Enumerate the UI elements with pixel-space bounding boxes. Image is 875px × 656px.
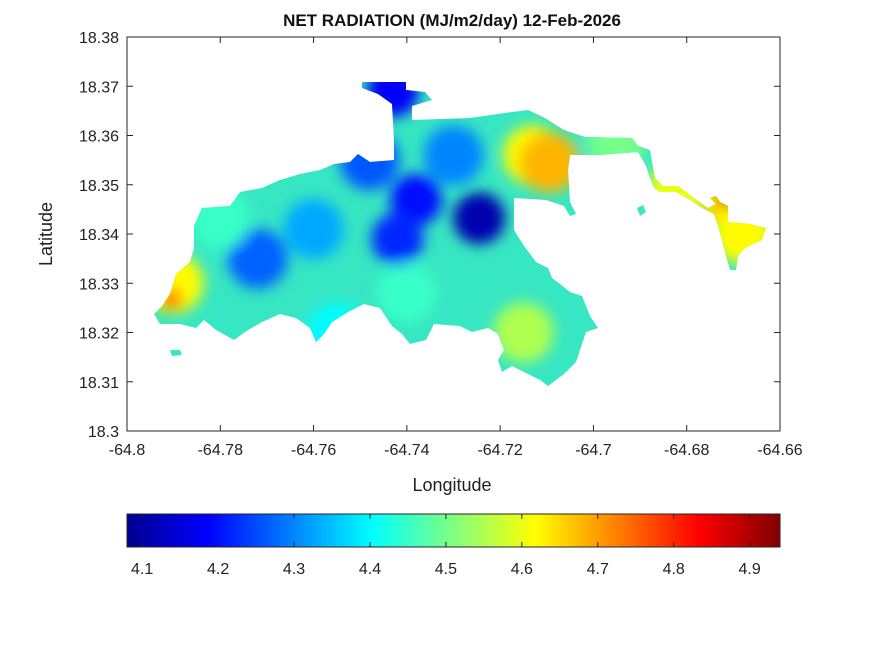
colorbar-tick-label: 4.4 (359, 561, 381, 578)
colorbar: 4.1 4.2 4.3 4.4 4.5 4.6 4.7 4.8 4.9 (126, 513, 781, 578)
x-tick-label: -64.66 (757, 442, 802, 459)
x-axis-ticks: -64.8 -64.78 -64.76 -64.74 -64.72 -64.7 -64.68… (109, 37, 803, 459)
y-tick-label: 18.36 (79, 129, 119, 146)
field-sample-7 (283, 199, 344, 260)
x-tick-label: -64.8 (109, 442, 146, 459)
x-axis-label: Longitude (412, 475, 491, 495)
field-blobs (154, 82, 766, 363)
y-tick-label: 18.33 (79, 276, 119, 293)
field-sample-3 (371, 212, 424, 265)
x-tick-label: -64.68 (664, 442, 709, 459)
x-tick-label: -64.76 (291, 442, 336, 459)
x-tick-label: -64.72 (477, 442, 522, 459)
colorbar-tick-label: 4.3 (283, 561, 305, 578)
x-tick-label: -64.74 (384, 442, 429, 459)
y-axis-ticks: 18.3818.3718.3618.3518.3418.3318.3218.31… (79, 30, 780, 441)
field-sample-15 (493, 302, 554, 363)
y-tick-label: 18.34 (79, 227, 119, 244)
y-tick-label: 18.38 (79, 30, 119, 47)
field-sample-6 (423, 125, 484, 186)
field-sample-2 (390, 173, 443, 226)
y-tick-label: 18.37 (79, 79, 119, 96)
colorbar-gradient (126, 513, 781, 548)
y-tick-label: 18.31 (79, 375, 119, 392)
colorbar-tick-label: 4.1 (131, 561, 153, 578)
y-axis-label: Latitude (36, 202, 56, 266)
y-tick-label: 18.32 (79, 326, 119, 343)
colorbar-tick-label: 4.2 (207, 561, 229, 578)
colorbar-tick-label: 4.9 (739, 561, 761, 578)
colorbar-ticks: 4.1 4.2 4.3 4.4 4.5 4.6 4.7 4.8 4.9 (131, 514, 761, 578)
field-sample-9 (376, 263, 437, 324)
x-tick-label: -64.7 (575, 442, 612, 459)
colorbar-tick-label: 4.8 (663, 561, 685, 578)
map-title: NET RADIATION (MJ/m2/day) 12-Feb-2026 (283, 11, 621, 30)
colorbar-tick-label: 4.6 (511, 561, 533, 578)
field-sample-0 (453, 192, 506, 245)
colorbar-tick-label: 4.5 (435, 561, 457, 578)
y-tick-label: 18.3 (88, 424, 119, 441)
colorbar-tick-label: 4.7 (587, 561, 609, 578)
field-sample-14 (519, 132, 580, 193)
y-tick-label: 18.35 (79, 178, 119, 195)
x-tick-label: -64.78 (198, 442, 243, 459)
field-sample-4 (227, 228, 288, 289)
